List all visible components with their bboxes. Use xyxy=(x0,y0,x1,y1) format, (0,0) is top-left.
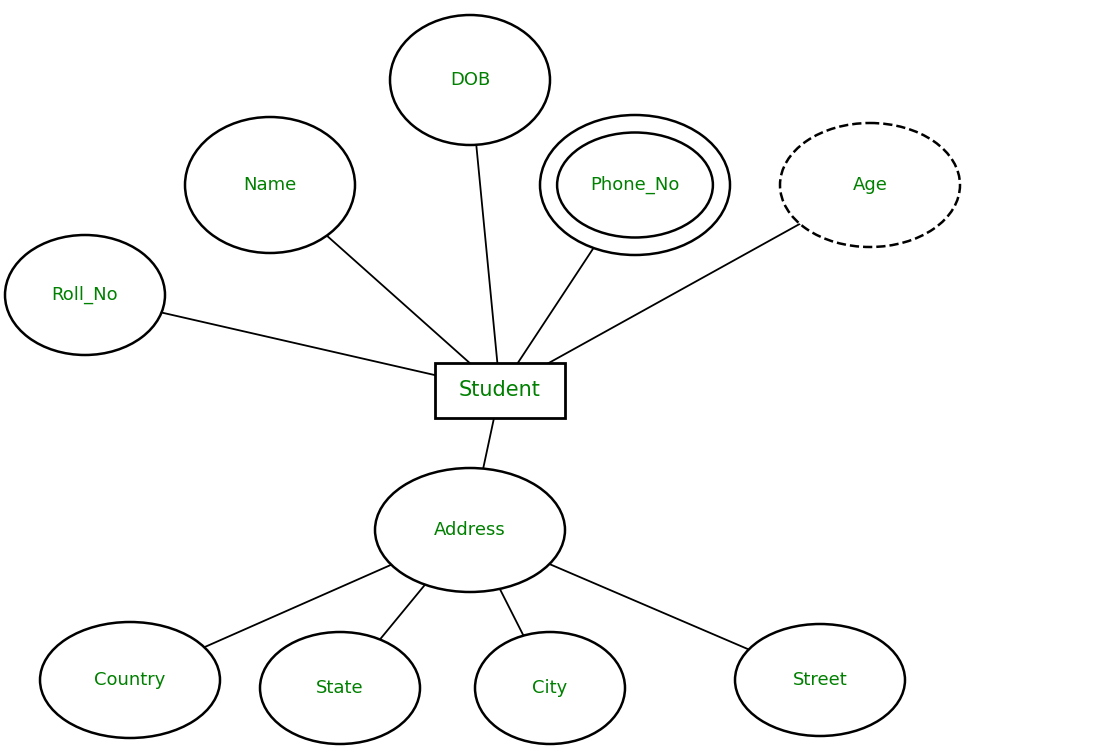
Text: Address: Address xyxy=(434,521,506,539)
Ellipse shape xyxy=(4,235,165,355)
Text: Country: Country xyxy=(95,671,166,689)
Ellipse shape xyxy=(475,632,625,744)
Text: Student: Student xyxy=(459,380,540,400)
FancyBboxPatch shape xyxy=(435,362,565,417)
Ellipse shape xyxy=(780,123,960,247)
Text: DOB: DOB xyxy=(450,71,490,89)
Text: State: State xyxy=(316,679,364,697)
Ellipse shape xyxy=(557,133,713,237)
Text: Roll_No: Roll_No xyxy=(51,286,118,304)
Ellipse shape xyxy=(260,632,420,744)
Text: City: City xyxy=(533,679,567,697)
Text: Name: Name xyxy=(244,176,297,194)
Ellipse shape xyxy=(185,117,355,253)
Ellipse shape xyxy=(375,468,565,592)
Text: Age: Age xyxy=(853,176,887,194)
Ellipse shape xyxy=(540,115,729,255)
Ellipse shape xyxy=(390,15,550,145)
Ellipse shape xyxy=(40,622,220,738)
Text: Street: Street xyxy=(793,671,847,689)
Ellipse shape xyxy=(735,624,905,736)
Text: Phone_No: Phone_No xyxy=(590,176,679,194)
